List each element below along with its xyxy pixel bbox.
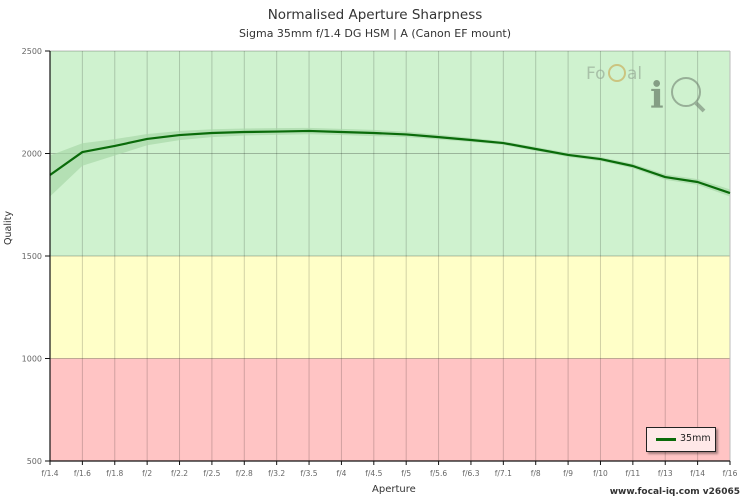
svg-text:i: i (650, 75, 664, 117)
y-tick-label: 2000 (22, 150, 42, 159)
chart-title: Normalised Aperture Sharpness (267, 7, 483, 23)
svg-text:al: al (627, 64, 642, 84)
x-tick-label: f/1.8 (106, 469, 123, 478)
x-tick-label: f/2 (142, 469, 152, 478)
y-tick-label: 500 (27, 457, 42, 466)
x-tick-label: f/7.1 (495, 469, 512, 478)
x-tick-label: f/4 (336, 469, 346, 478)
x-tick-label: f/13 (658, 469, 673, 478)
legend-line-swatch-icon (656, 438, 676, 441)
x-tick-label: f/10 (593, 469, 608, 478)
svg-text:Fo: Fo (586, 64, 606, 84)
x-tick-label: f/16 (723, 469, 738, 478)
focal-iq-logo: Fo ali (586, 64, 706, 117)
x-tick-label: f/3.2 (268, 469, 285, 478)
legend-label: 35mm (680, 433, 711, 444)
x-tick-label: f/9 (563, 469, 573, 478)
y-axis-label: Quality (3, 211, 14, 245)
x-tick-label: f/4.5 (365, 469, 382, 478)
grid-lines (50, 50, 731, 462)
series-line-35mm (49, 129, 731, 195)
x-tick-label: f/1.4 (41, 469, 58, 478)
axes: 500 1000 1500 2000 2500 f/1.4 f/1.6 f/1.8 f/2 f/2… (22, 47, 738, 478)
x-tick-label: f/11 (625, 469, 640, 478)
x-tick-label: f/5.6 (430, 469, 447, 478)
x-tick-label: f/2.5 (203, 469, 220, 478)
x-axis-label: Aperture (372, 484, 416, 495)
y-tick-label: 1500 (22, 252, 42, 261)
x-tick-label: f/8 (531, 469, 541, 478)
x-tick-label: f/6.3 (462, 469, 479, 478)
x-tick-label: f/5 (401, 469, 411, 478)
y-tick-label: 2500 (22, 47, 42, 56)
x-tick-label: f/2.8 (236, 469, 253, 478)
site-credit: www.focal-iq.com v26065 (609, 487, 740, 497)
x-tick-label: f/1.6 (74, 469, 91, 478)
x-tick-label: f/3.5 (300, 469, 317, 478)
x-tick-label: f/2.2 (171, 469, 188, 478)
legend[interactable]: 35mm (646, 427, 716, 452)
chart-subtitle: Sigma 35mm f/1.4 DG HSM | A (Canon EF mo… (238, 27, 512, 40)
x-tick-label: f/14 (690, 469, 705, 478)
quality-zones (50, 51, 730, 461)
y-tick-label: 1000 (22, 355, 42, 364)
